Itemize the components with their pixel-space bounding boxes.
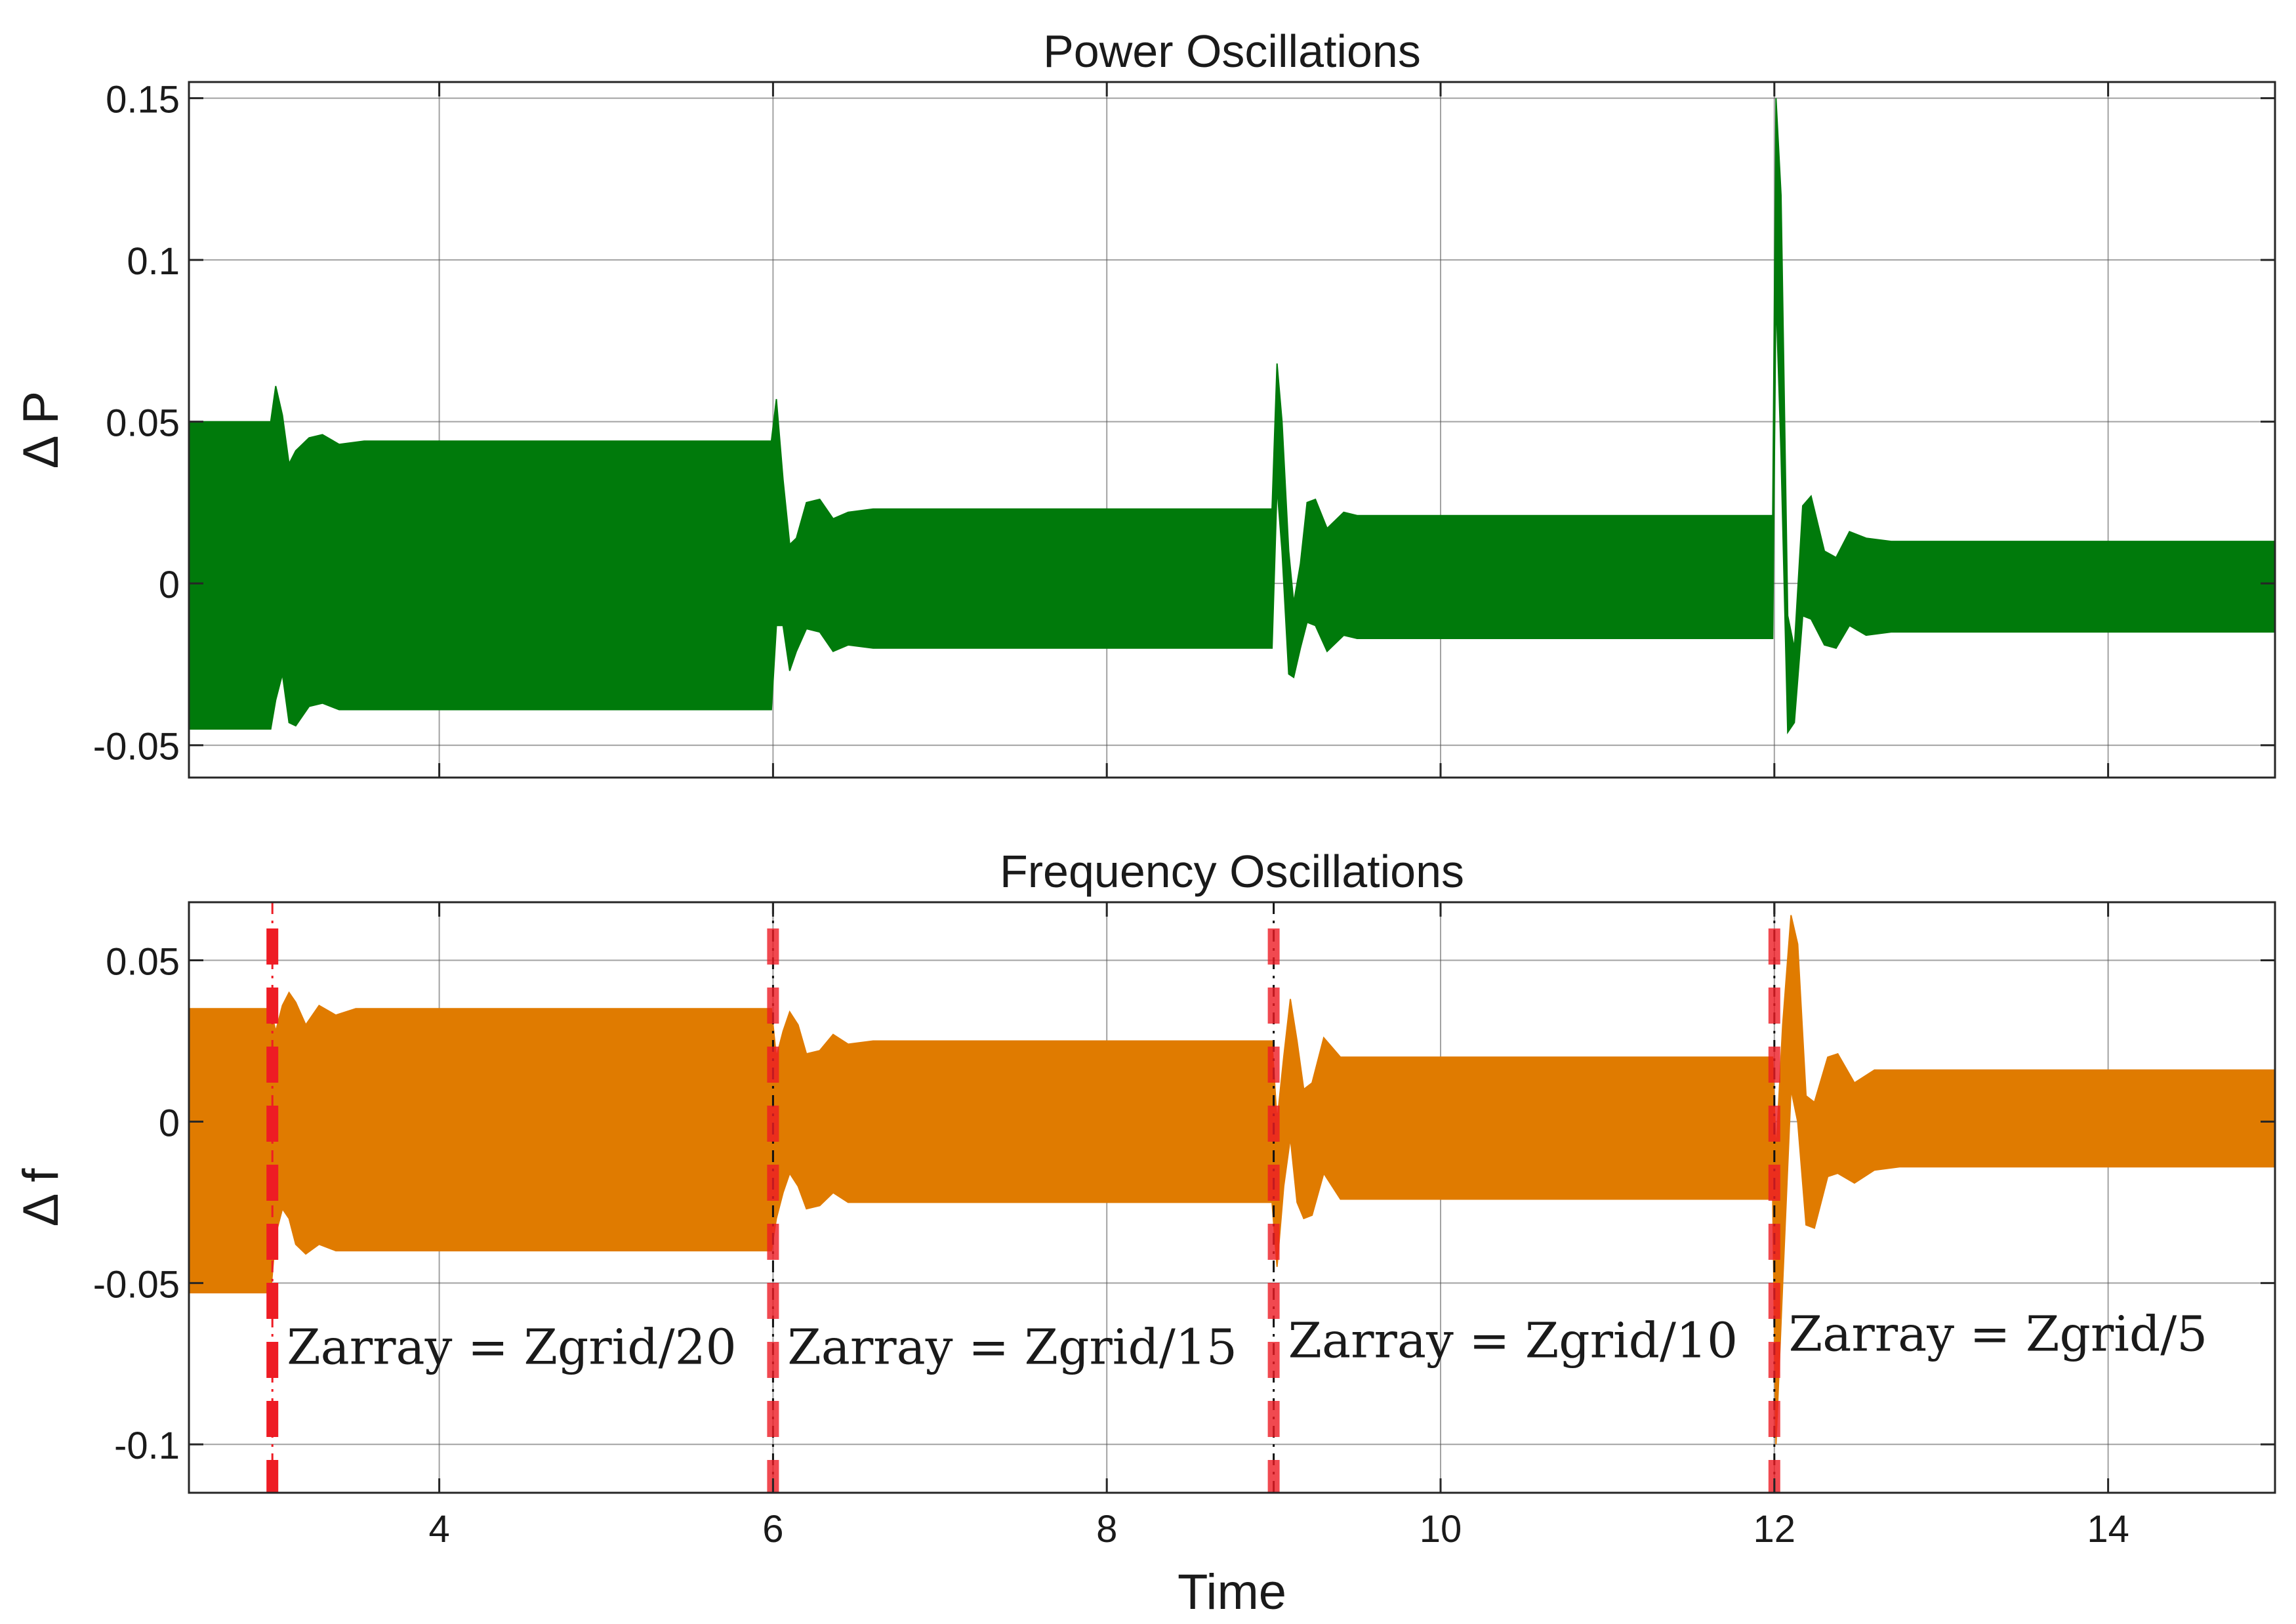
frequency-y-tick-label: 0.05	[106, 941, 180, 984]
power-chart-title: Power Oscillations	[1043, 26, 1421, 77]
power-y-tick-label: 0.15	[106, 79, 180, 121]
frequency-y-tick-label: 0	[159, 1102, 180, 1144]
power-y-tick-label: 0.05	[106, 402, 180, 445]
power-y-axis-label: Δ P	[13, 391, 69, 468]
power-panel: -0.05 0 0.05 0.1 0.15 Power Oscillations Δ P	[13, 26, 2276, 779]
frequency-x-tick-label: 14	[2087, 1508, 2129, 1551]
power-y-tick-label: -0.05	[93, 726, 180, 768]
power-ticks: -0.05 0 0.05 0.1 0.15	[93, 79, 2275, 778]
frequency-chart-title: Frequency Oscillations	[1000, 846, 1464, 897]
event-annotation: Zarray = Zgrid/20	[287, 1319, 737, 1375]
event-annotation: Zarray = Zgrid/15	[787, 1319, 1237, 1375]
frequency-x-axis-label: Time	[1178, 1564, 1286, 1620]
event-annotation: Zarray = Zgrid/10	[1288, 1312, 1738, 1369]
frequency-x-tick-label: 10	[1420, 1508, 1462, 1551]
power-y-tick-label: 0	[159, 564, 180, 606]
frequency-x-tick-label: 8	[1096, 1508, 1117, 1551]
frequency-axes-frame	[188, 901, 2276, 1494]
frequency-y-tick-label: -0.05	[93, 1263, 180, 1306]
frequency-panel: Zarray = Zgrid/20 Zarray = Zgrid/15 Zarray…	[13, 846, 2276, 1620]
frequency-y-axis-label: Δ f	[13, 1168, 69, 1227]
frequency-markers: Zarray = Zgrid/20 Zarray = Zgrid/15 Zarray…	[266, 902, 2207, 1493]
frequency-x-tick-label: 4	[428, 1508, 449, 1551]
power-axes-frame	[188, 81, 2276, 779]
power-y-tick-label: 0.1	[127, 240, 180, 283]
frequency-y-tick-label: -0.1	[114, 1425, 180, 1467]
frequency-ticks: -0.1 -0.05 0 0.05 4 6 8 10 12 14	[93, 902, 2275, 1551]
frequency-x-tick-label: 12	[1753, 1508, 1796, 1551]
frequency-x-tick-label: 6	[762, 1508, 783, 1551]
event-annotation: Zarray = Zgrid/5	[1789, 1306, 2207, 1363]
